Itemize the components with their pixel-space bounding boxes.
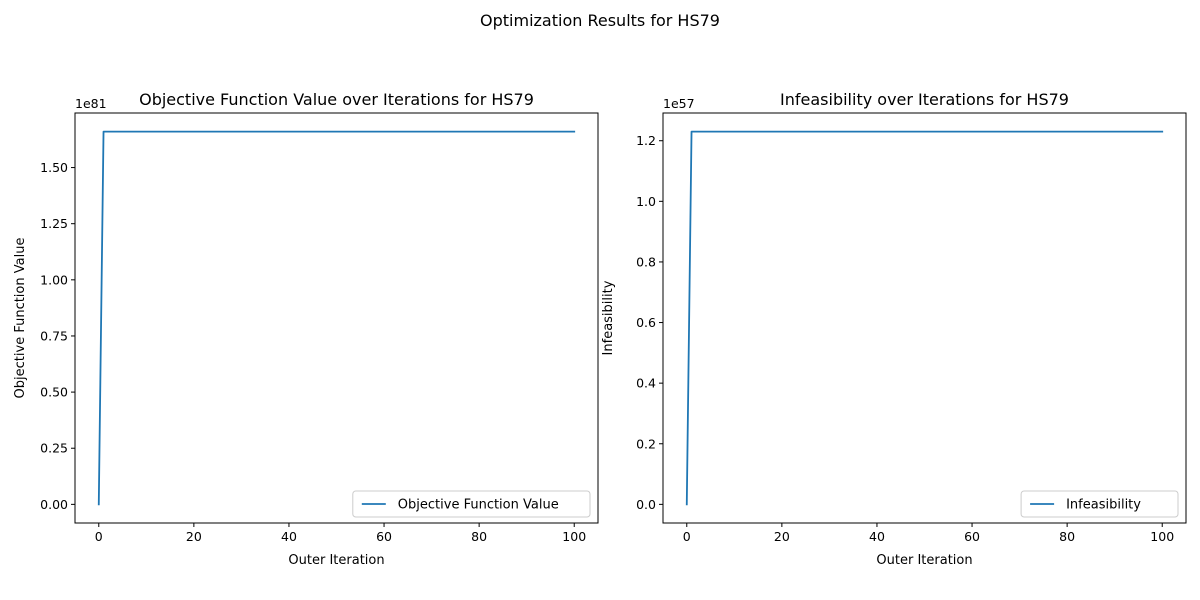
- figure-suptitle: Optimization Results for HS79: [480, 11, 720, 30]
- x-axis-label: Outer Iteration: [876, 553, 972, 568]
- y-tick-label: 0.75: [40, 328, 68, 343]
- chart-title: Infeasibility over Iterations for HS79: [780, 90, 1069, 109]
- legend: Objective Function Value: [352, 490, 591, 518]
- y-axis-label: Infeasibility: [601, 280, 616, 355]
- y-tick-label: 1.00: [40, 272, 68, 287]
- y-tick-label: 0.50: [40, 385, 68, 400]
- y-tick-label: 0.2: [636, 436, 656, 451]
- legend-label: Infeasibility: [1066, 498, 1141, 513]
- y-tick-label: 0.8: [636, 254, 656, 269]
- x-tick-label: 100: [562, 529, 586, 544]
- y-tick-label: 1.0: [636, 194, 656, 209]
- series-line: [685, 130, 1164, 506]
- chart-title: Objective Function Value over Iterations…: [139, 90, 534, 109]
- x-tick-label: 0: [95, 529, 103, 544]
- plot-frame: [662, 112, 1187, 524]
- y-tick-label: 0.25: [40, 441, 68, 456]
- y-tick-label: 1.2: [636, 133, 656, 148]
- x-tick-label: 60: [376, 529, 392, 544]
- y-tick-label: 0.0: [636, 497, 656, 512]
- legend-box: [352, 490, 591, 518]
- y-offset-text: 1e81: [75, 96, 107, 111]
- chart-infeasibility: Infeasibility over Iterations for HS79 0 2…: [601, 90, 1187, 568]
- x-tick-label: 20: [774, 529, 790, 544]
- y-offset-text: 1e57: [663, 96, 695, 111]
- y-tick-label: 1.25: [40, 216, 68, 231]
- y-axis-label: Objective Function Value: [13, 238, 28, 399]
- y-tick-label: 0.4: [636, 376, 656, 391]
- x-tick-label: 40: [281, 529, 297, 544]
- x-tick-label: 60: [964, 529, 980, 544]
- legend: Infeasibility: [1020, 490, 1179, 518]
- x-tick-label: 0: [683, 529, 691, 544]
- x-tick-label: 80: [471, 529, 487, 544]
- legend-label: Objective Function Value: [398, 498, 559, 513]
- x-axis-label: Outer Iteration: [288, 553, 384, 568]
- chart-objective-function: Objective Function Value over Iterations…: [13, 90, 599, 568]
- y-tick-label: 0.6: [636, 315, 656, 330]
- plot-frame: [74, 112, 599, 524]
- x-tick-label: 20: [186, 529, 202, 544]
- x-tick-label: 100: [1150, 529, 1174, 544]
- y-tick-label: 1.50: [40, 160, 68, 175]
- x-tick-label: 40: [869, 529, 885, 544]
- x-tick-label: 80: [1059, 529, 1075, 544]
- legend-box: [1020, 490, 1179, 518]
- series-line: [97, 130, 576, 506]
- y-tick-label: 0.00: [40, 497, 68, 512]
